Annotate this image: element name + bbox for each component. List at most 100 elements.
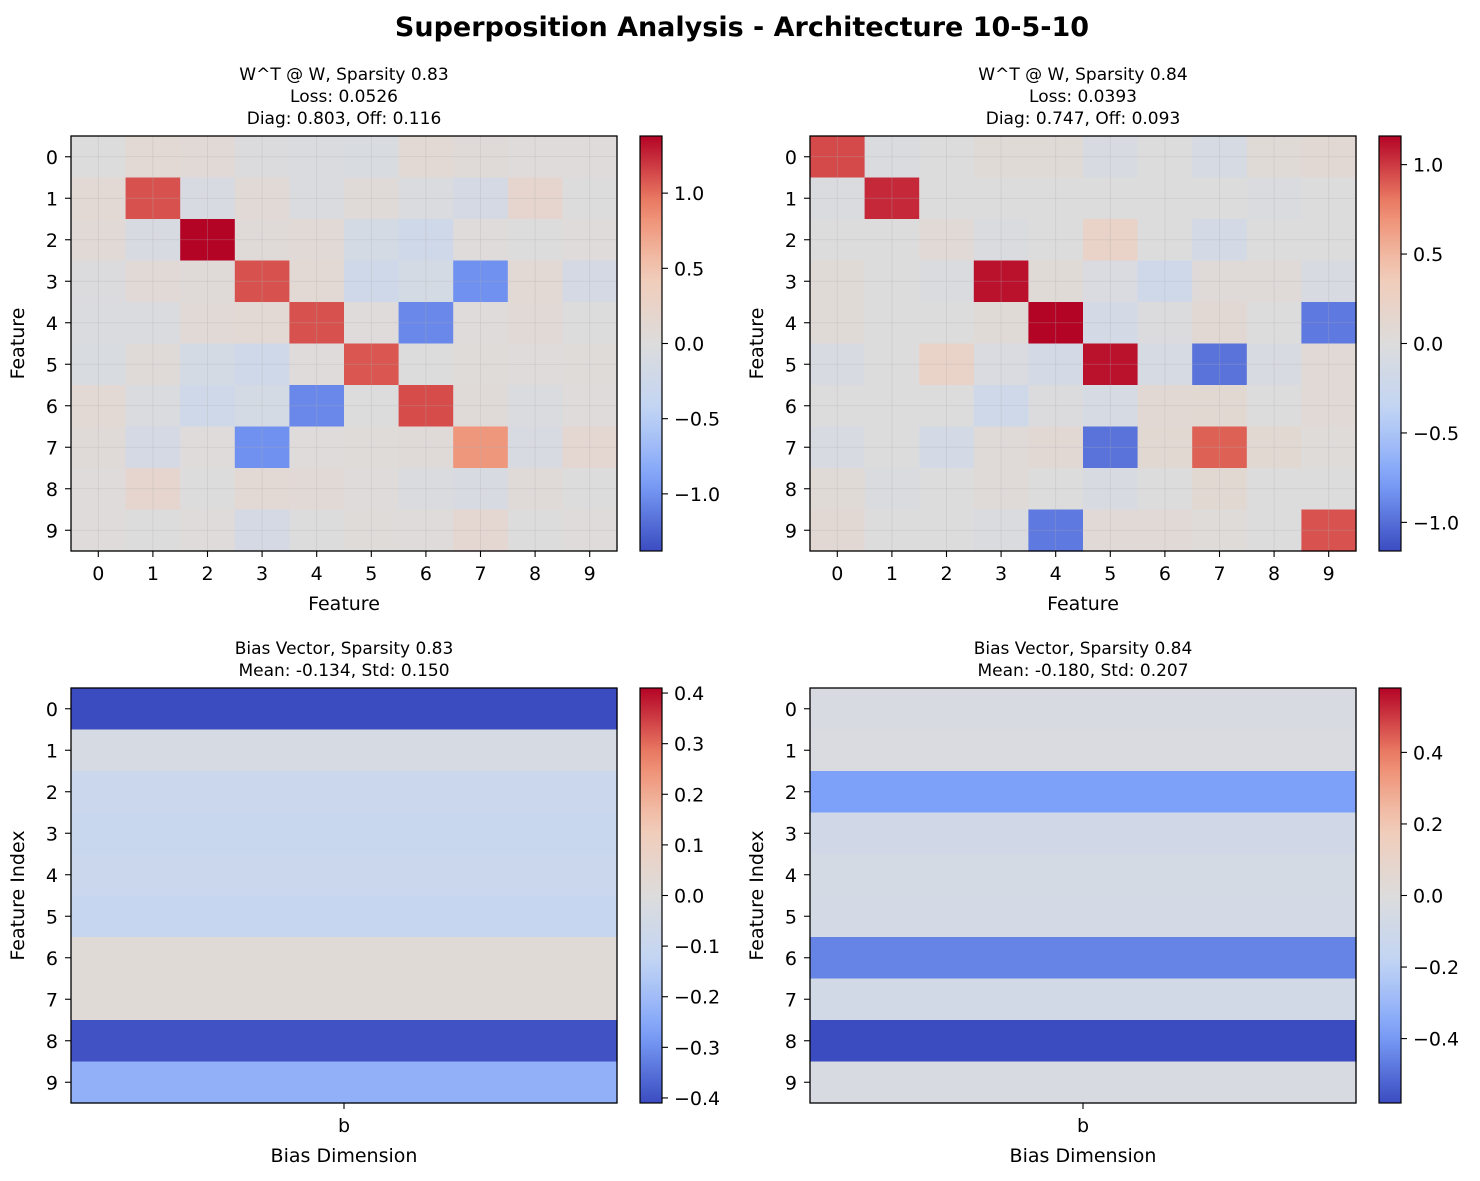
x-tick-label: 0 [92,563,104,585]
heatmap-cell [1192,260,1248,303]
heatmap-cell [973,468,1029,511]
colorbar-tick-label: 0.2 [1413,814,1443,836]
heatmap-cell [234,177,290,220]
heatmap-cell [180,302,236,345]
heatmap-cell [71,426,127,469]
heatmap-cell [1192,343,1248,386]
heatmap-cell [1192,468,1248,511]
y-tick-label: 7 [785,989,797,1011]
heatmap-cell [1137,136,1193,179]
heatmap-cell [1192,509,1248,552]
heatmap-cell [180,426,236,469]
x-axis-label: Feature [1047,593,1119,615]
heatmap-cell [180,468,236,511]
x-tick-label: 4 [1050,563,1062,585]
heatmap-cell [1192,219,1248,262]
heatmap-cell [398,302,454,345]
y-axis-label: Feature Index [7,830,29,960]
y-tick-label: 6 [46,396,58,418]
y-tick-label: 7 [46,989,58,1011]
x-tick-label: 0 [831,563,843,585]
y-tick-label: 0 [785,699,797,721]
heatmap-cell [1137,426,1193,469]
heatmap-cell [864,219,920,262]
heatmap-cell [1028,219,1084,262]
heatmap-cell [810,343,866,386]
heatmap-cell [125,426,181,469]
heatmap-cell [180,509,236,552]
colorbar-tick-label: 0.4 [674,683,704,705]
heatmap-cell [71,771,618,814]
panel-title-line: W^T @ W, Sparsity 0.83 [239,65,448,85]
heatmap-cell [453,426,509,469]
y-tick-label: 1 [46,740,58,762]
heatmap-cell [453,260,509,303]
x-tick-label: 9 [1323,563,1335,585]
x-tick-label: 5 [365,563,377,585]
heatmap-cell [1246,136,1302,179]
heatmap-cell [125,302,181,345]
panel-title-line: Loss: 0.0393 [1029,87,1137,107]
heatmap-cell [507,468,563,511]
heatmap-cell [180,136,236,179]
heatmap-cell [1246,426,1302,469]
colorbar-tick-label: 0.2 [674,784,704,806]
heatmap-cell [864,136,920,179]
heatmap-cell [289,219,345,262]
colorbar-tick-label: 0.0 [674,334,704,356]
heatmap-cell [398,385,454,428]
y-tick-label: 8 [785,1031,797,1053]
heatmap-cell [1028,343,1084,386]
heatmap-cell [1137,343,1193,386]
x-tick-label: 7 [1213,563,1225,585]
heatmap-cell [453,302,509,345]
heatmap-cell [1301,468,1357,511]
y-tick-label: 6 [785,948,797,970]
colorbar [1378,687,1402,1104]
heatmap-cell [1137,219,1193,262]
colorbar-tick-label: −1.0 [1413,512,1459,534]
heatmap-cell [125,219,181,262]
heatmap-cell [180,385,236,428]
heatmap-cell [71,219,127,262]
heatmap-cell [71,302,127,345]
heatmap-cell [1028,426,1084,469]
heatmap-cell [71,343,127,386]
heatmap-cell [973,509,1029,552]
x-axis-label: Feature [308,593,380,615]
heatmap-cell [810,688,1357,731]
heatmap-cell [1246,343,1302,386]
heatmap-cell [810,468,866,511]
heatmap-cell [71,688,618,731]
heatmap-cell [562,468,618,511]
y-tick-label: 5 [46,354,58,376]
heatmap-cell [344,136,400,179]
x-axis-label: Bias Dimension [1010,1145,1157,1167]
y-tick-label: 8 [785,479,797,501]
y-tick-label: 8 [46,479,58,501]
heatmap-cell [973,426,1029,469]
heatmap-cell [398,219,454,262]
heatmap-cell [507,426,563,469]
heatmap-cell [1083,343,1139,386]
x-tick-label: b [338,1115,350,1137]
heatmap-cell [344,219,400,262]
heatmap-cell [398,260,454,303]
heatmap-cell [810,426,866,469]
heatmap-cell [810,895,1357,938]
heatmap-cell [1028,509,1084,552]
colorbar-tick-label: 0.5 [674,258,704,280]
heatmap-cell [507,219,563,262]
heatmap-cell [344,509,400,552]
heatmap-cell [1192,385,1248,428]
heatmap-cell [398,426,454,469]
heatmap-cell [810,978,1357,1021]
heatmap-cell [810,136,866,179]
heatmap-cell [1301,136,1357,179]
heatmap-cell [810,177,866,220]
heatmap-cell [1301,219,1357,262]
figure-title: Superposition Analysis - Architecture 10… [395,12,1089,43]
heatmap-cell [125,177,181,220]
